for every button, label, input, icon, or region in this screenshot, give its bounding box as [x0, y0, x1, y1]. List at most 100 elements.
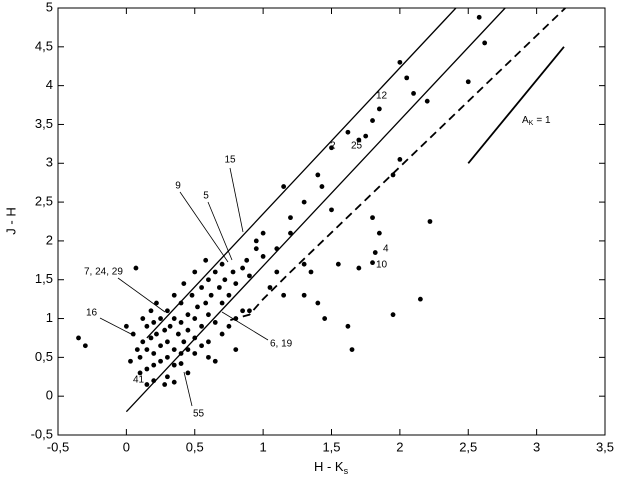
y-tick-label: 5 [46, 0, 53, 14]
data-point [411, 91, 416, 96]
data-point [154, 331, 159, 337]
data-point [192, 316, 198, 321]
data-point [356, 265, 362, 271]
data-point [315, 172, 321, 178]
data-point [329, 207, 334, 213]
data-point [165, 339, 170, 345]
data-point [140, 316, 146, 321]
vector-label-a: A [522, 115, 529, 126]
data-point [162, 382, 168, 387]
annotation: 25 [351, 141, 363, 152]
x-tick-label: 2 [396, 439, 403, 454]
data-point [144, 366, 150, 372]
y-tick-label: 4,5 [35, 38, 53, 53]
data-point [181, 339, 187, 345]
data-point [356, 137, 362, 143]
data-point [137, 370, 143, 376]
data-point [315, 300, 321, 306]
data-point [226, 292, 232, 298]
data-point [171, 292, 177, 298]
x-label-main: H - K [314, 459, 344, 474]
data-point [281, 184, 287, 189]
data-point [345, 129, 351, 135]
annotation: 16 [86, 308, 98, 319]
leader-line [183, 371, 193, 407]
vector-label-sub: K [529, 120, 534, 127]
data-point [206, 339, 211, 345]
x-tick-label: 0 [123, 439, 130, 454]
data-point [171, 347, 177, 352]
data-point [144, 382, 150, 387]
data-point [212, 358, 218, 364]
y-tick-label: 4 [46, 77, 53, 92]
data-point [137, 354, 143, 360]
x-tick-label: 3 [533, 439, 540, 454]
data-point [301, 261, 307, 267]
data-point [376, 106, 382, 112]
data-point [206, 277, 211, 283]
data-point [185, 327, 191, 333]
data-point [151, 378, 157, 384]
data-point [247, 273, 252, 279]
data-point [165, 374, 170, 380]
data-point [185, 347, 191, 352]
data-point [308, 269, 314, 275]
data-point [274, 269, 280, 275]
data-point [171, 362, 177, 368]
y-tick-label: -0,5 [31, 426, 53, 441]
data-point [322, 316, 328, 321]
data-point [165, 308, 170, 314]
data-point [240, 265, 246, 271]
data-point [185, 370, 191, 376]
data-point [274, 246, 280, 252]
data-point [329, 145, 334, 151]
annotation: 2 [330, 141, 336, 152]
data-point [165, 354, 170, 360]
y-axis-label: J - H [3, 207, 18, 234]
y-tick-label: 2,5 [35, 194, 53, 209]
annotation: 15 [224, 155, 236, 166]
data-point [349, 347, 355, 352]
data-point [151, 320, 157, 325]
data-point [212, 320, 218, 325]
data-point [424, 98, 430, 104]
data-point [226, 323, 232, 329]
y-tick-label: 3 [46, 155, 53, 170]
x-axis-label: H - Ks [314, 459, 349, 476]
data-point [212, 269, 218, 275]
leader-line [221, 311, 269, 341]
data-point [370, 118, 375, 123]
data-point [372, 250, 378, 255]
reddening-line [146, 7, 457, 339]
x-tick-label: 0,5 [186, 439, 204, 454]
data-point [178, 300, 184, 306]
data-point [390, 172, 396, 178]
data-point [335, 261, 341, 267]
data-point [171, 379, 177, 385]
leader-line [179, 191, 229, 263]
x-tick-label: -0,5 [47, 439, 69, 454]
data-point [158, 316, 163, 321]
data-point [144, 323, 150, 329]
data-point [195, 304, 200, 310]
data-point [175, 331, 181, 337]
data-point [206, 312, 211, 318]
annotation: 10 [376, 260, 388, 271]
y-tick-label: 1,5 [35, 271, 53, 286]
data-point [390, 312, 396, 318]
data-point [288, 230, 293, 236]
data-point [233, 281, 239, 287]
dashed-line [230, 7, 566, 321]
data-point [140, 339, 146, 345]
data-point [301, 292, 307, 298]
data-point [476, 14, 482, 20]
data-point [189, 292, 195, 298]
data-point [288, 215, 293, 221]
data-point [219, 331, 225, 337]
leader-line [99, 317, 136, 337]
data-point [222, 277, 228, 283]
data-point [404, 75, 410, 81]
annotation: 6, 19 [270, 339, 293, 350]
data-point [253, 238, 259, 244]
